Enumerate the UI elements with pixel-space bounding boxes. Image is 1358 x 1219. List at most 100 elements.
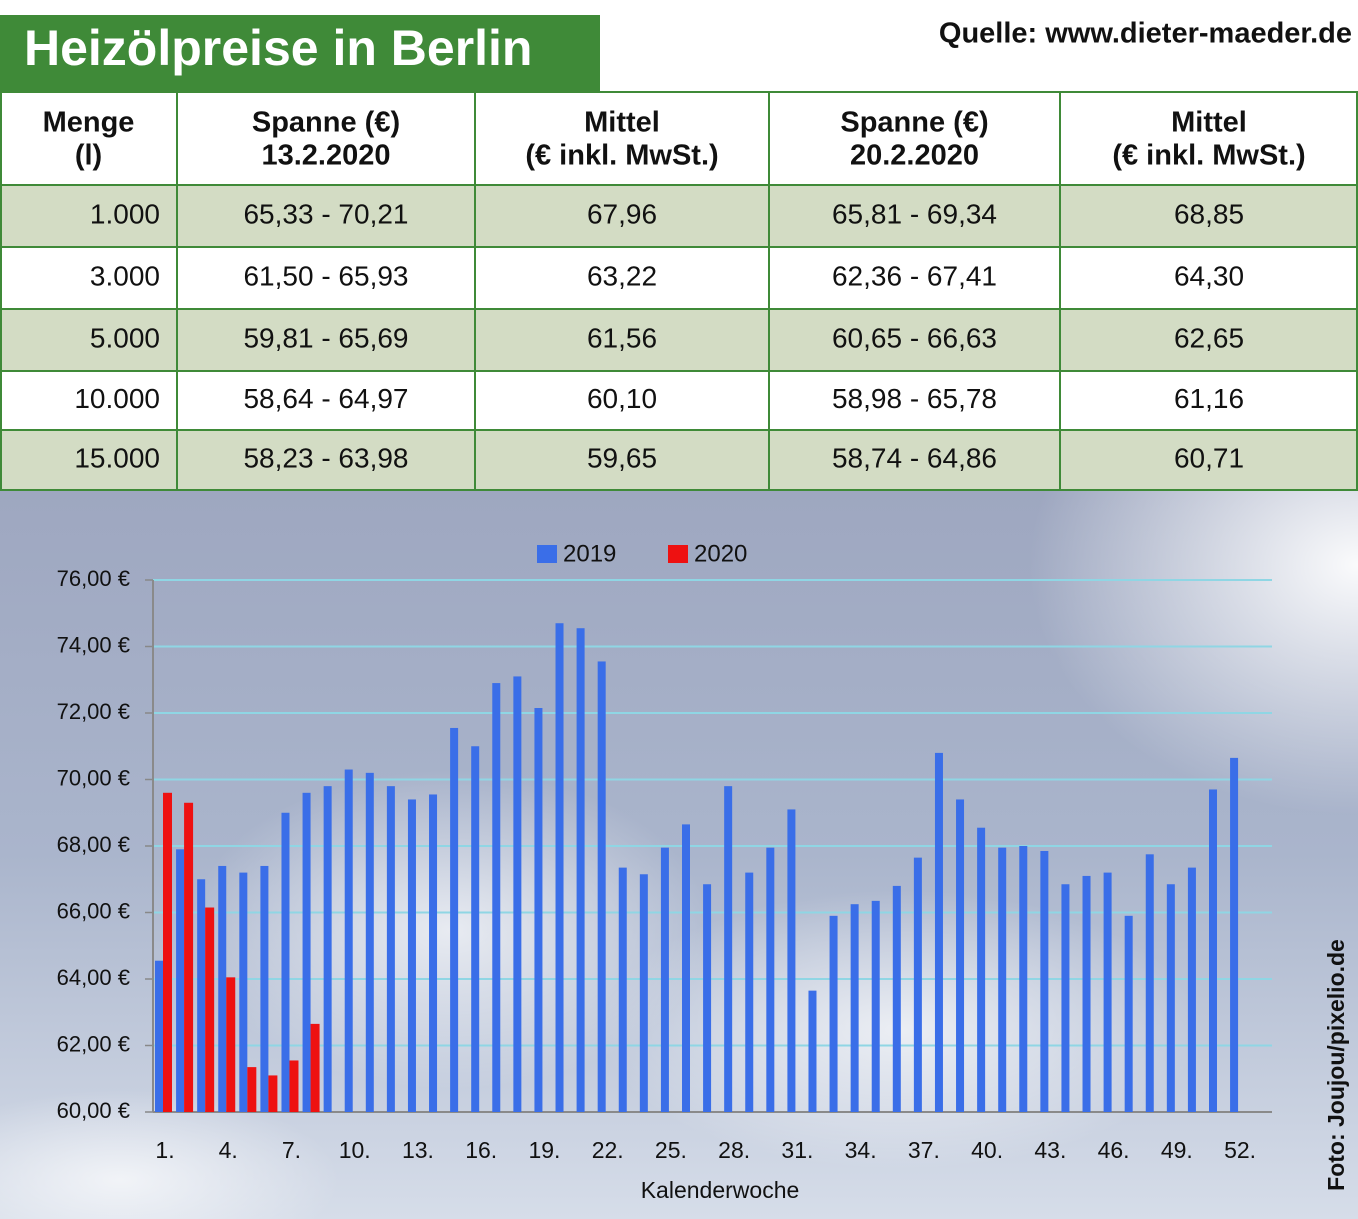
table-cell: 1.000	[90, 198, 160, 229]
bar	[682, 824, 690, 1112]
column-header: Menge	[43, 107, 135, 139]
bar	[289, 1060, 299, 1112]
legend-swatch	[537, 545, 557, 563]
table-cell: 67,96	[587, 198, 657, 229]
table-cell: 58,98 - 65,78	[832, 383, 997, 414]
bar	[639, 874, 648, 1112]
bar	[956, 799, 965, 1112]
photo-credit: Foto: Joujou/pixelio.de	[1323, 939, 1349, 1191]
table-cell: 15.000	[74, 442, 160, 473]
bar	[597, 661, 606, 1112]
bar	[1061, 884, 1070, 1112]
y-tick-label: 64,00 €	[57, 965, 130, 990]
x-tick-label: 13.	[402, 1137, 434, 1163]
bar	[618, 867, 627, 1112]
x-tick-label: 34.	[845, 1137, 877, 1163]
x-axis-label: Kalenderwoche	[641, 1177, 800, 1203]
y-tick-label: 66,00 €	[57, 898, 130, 923]
table-cell: 61,50 - 65,93	[243, 260, 408, 291]
x-tick-label: 40.	[971, 1137, 1003, 1163]
bar	[534, 708, 543, 1112]
bar	[1124, 915, 1133, 1112]
x-tick-label: 4.	[219, 1137, 238, 1163]
table-cell: 5.000	[90, 322, 160, 353]
bar	[892, 885, 901, 1112]
bar	[1230, 757, 1239, 1112]
column-header: (€ inkl. MwSt.)	[1112, 140, 1305, 172]
table-cell: 60,10	[587, 383, 657, 414]
table-cell: 10.000	[74, 383, 160, 414]
y-tick-label: 74,00 €	[57, 632, 130, 657]
x-tick-label: 16.	[465, 1137, 497, 1163]
table-cell: 64,30	[1174, 260, 1244, 291]
table-cell: 65,81 - 69,34	[832, 198, 997, 229]
y-tick-label: 72,00 €	[57, 699, 130, 724]
table-cell: 59,65	[587, 442, 657, 473]
source: Quelle: www.dieter-maeder.de	[939, 18, 1352, 50]
x-tick-label: 49.	[1161, 1137, 1193, 1163]
row-shade	[0, 185, 1358, 247]
bar	[205, 907, 215, 1112]
bar	[239, 872, 248, 1112]
table-cell: 58,64 - 64,97	[243, 383, 408, 414]
cloud	[0, 1090, 340, 1219]
y-tick-label: 60,00 €	[57, 1098, 130, 1123]
bar	[913, 857, 922, 1112]
table-cell: 68,85	[1174, 198, 1244, 229]
bar	[323, 786, 332, 1112]
bar	[766, 847, 775, 1112]
x-tick-label: 1.	[155, 1137, 174, 1163]
bar	[998, 847, 1007, 1112]
bar	[176, 849, 185, 1112]
x-tick-label: 25.	[655, 1137, 687, 1163]
bar	[1145, 854, 1154, 1112]
bar	[365, 772, 374, 1112]
legend-label: 2020	[694, 540, 747, 567]
column-header: Mittel	[584, 107, 660, 139]
bar	[977, 827, 986, 1112]
bar	[555, 623, 564, 1112]
bar	[576, 628, 585, 1112]
bar	[429, 794, 438, 1112]
y-tick-label: 76,00 €	[57, 566, 130, 591]
bar	[724, 786, 733, 1112]
table-cell: 61,56	[587, 322, 657, 353]
bar	[850, 904, 859, 1112]
table-cell: 65,33 - 70,21	[243, 198, 408, 229]
bar	[184, 802, 194, 1112]
bar	[1040, 850, 1049, 1112]
bar	[310, 1023, 320, 1112]
bar	[268, 1075, 278, 1112]
bar	[787, 809, 796, 1112]
table-cell: 58,74 - 64,86	[832, 442, 997, 473]
bar	[934, 752, 943, 1112]
table-cell: 63,22	[587, 260, 657, 291]
bar	[450, 727, 459, 1112]
column-header: Spanne (€)	[252, 107, 400, 139]
title-box	[0, 15, 600, 92]
table-cell: 58,23 - 63,98	[243, 442, 408, 473]
table-cell: 60,65 - 66,63	[832, 322, 997, 353]
row-shade	[0, 430, 1358, 490]
bar	[302, 792, 311, 1112]
bar	[226, 977, 236, 1112]
bar	[386, 786, 395, 1112]
bar	[1019, 846, 1028, 1112]
column-header: 13.2.2020	[261, 140, 390, 172]
bar	[1166, 884, 1175, 1112]
bar	[492, 683, 501, 1112]
x-tick-label: 52.	[1224, 1137, 1256, 1163]
bar	[829, 915, 838, 1112]
bar	[808, 990, 817, 1112]
bar	[471, 746, 480, 1112]
x-tick-label: 10.	[339, 1137, 371, 1163]
column-header: 20.2.2020	[850, 140, 979, 172]
bar	[197, 879, 206, 1112]
bar	[871, 900, 880, 1112]
bar	[1103, 872, 1112, 1112]
chart: 60,00 € 62,00 € 64,00 € 66,00 € 68,00 € 70,00…	[57, 540, 1349, 1203]
table-cell: 62,65	[1174, 322, 1244, 353]
bar	[745, 872, 754, 1112]
bar	[155, 960, 163, 1112]
y-tick-label: 68,00 €	[57, 832, 130, 857]
